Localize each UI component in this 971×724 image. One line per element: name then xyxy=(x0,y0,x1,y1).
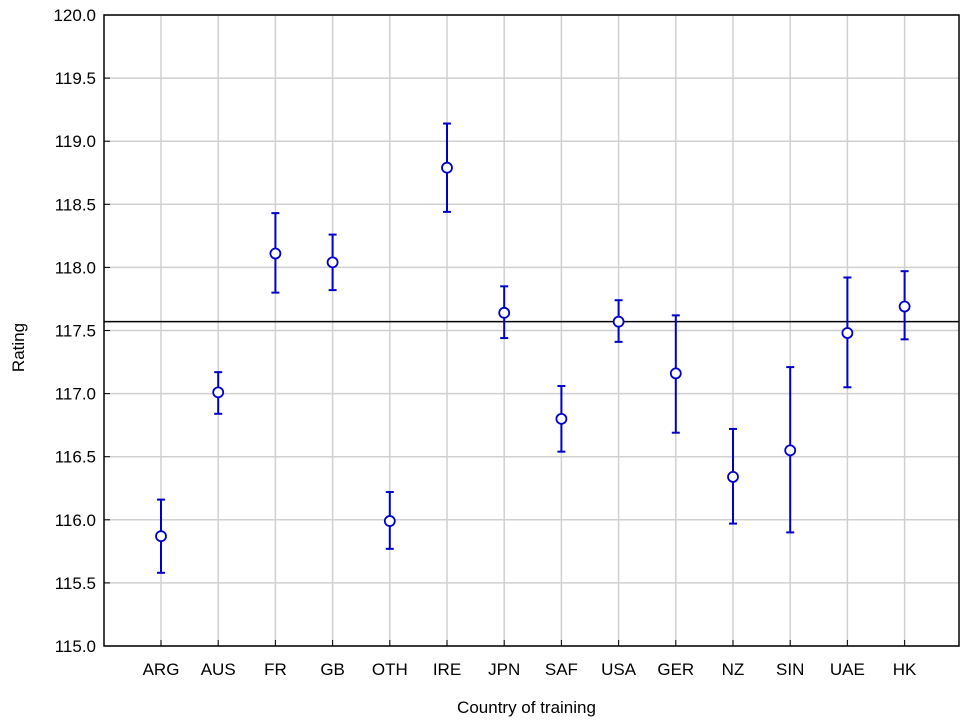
data-point xyxy=(898,300,911,313)
x-tick-label: FR xyxy=(264,660,287,679)
x-tick-label: GER xyxy=(657,660,694,679)
x-tick-label: IRE xyxy=(433,660,461,679)
y-tick-label: 115.0 xyxy=(55,637,96,656)
y-axis-title: Rating xyxy=(9,323,28,372)
y-tick-label: 116.0 xyxy=(55,511,96,530)
y-tick-labels: 115.0 115.5 116.0 116.5 117.0 117.5 118.0 118.5… xyxy=(53,6,96,656)
data-point xyxy=(555,412,568,425)
y-tick-label: 120.0 xyxy=(53,6,96,25)
x-axis-title: Country of training xyxy=(457,698,596,717)
y-tick-label: 115.5 xyxy=(55,574,96,593)
y-tick-label: 118.5 xyxy=(55,195,96,214)
y-tick-label: 118.0 xyxy=(55,258,96,277)
data-point xyxy=(841,327,854,339)
x-tick-label: USA xyxy=(601,660,637,679)
x-tick-label: ARG xyxy=(143,660,180,679)
data-point xyxy=(269,247,282,260)
x-tick-label: SIN xyxy=(776,660,804,679)
grid-lines xyxy=(104,14,959,647)
plot-frame xyxy=(103,14,960,647)
x-tick-labels: ARG AUS FR GB OTH IRE JPN SAF USA GER NZ SIN UAE HK xyxy=(143,660,917,679)
error-bars xyxy=(155,122,911,574)
data-point xyxy=(727,470,739,483)
y-tick-label: 116.5 xyxy=(55,448,96,467)
data-point xyxy=(441,161,453,174)
y-tick-label: 117.5 xyxy=(55,322,96,341)
x-tick-label: UAE xyxy=(830,660,865,679)
data-point xyxy=(612,315,625,328)
data-point xyxy=(383,515,396,527)
data-point xyxy=(498,306,511,319)
data-point xyxy=(212,386,225,399)
x-tick-label: OTH xyxy=(372,660,408,679)
x-tick-label: JPN xyxy=(488,660,520,679)
data-point xyxy=(326,256,339,269)
data-point xyxy=(669,367,682,380)
x-tick-label: GB xyxy=(320,660,345,679)
x-tick-label: AUS xyxy=(201,660,236,679)
x-tick-label: NZ xyxy=(722,660,745,679)
x-tick-label: HK xyxy=(893,660,917,679)
x-tick-label: SAF xyxy=(545,660,578,679)
y-tick-label: 117.0 xyxy=(55,385,96,404)
data-point xyxy=(784,444,797,457)
y-tick-label: 119.0 xyxy=(55,132,96,151)
data-point xyxy=(155,530,167,543)
y-tick-label: 119.5 xyxy=(55,69,96,88)
